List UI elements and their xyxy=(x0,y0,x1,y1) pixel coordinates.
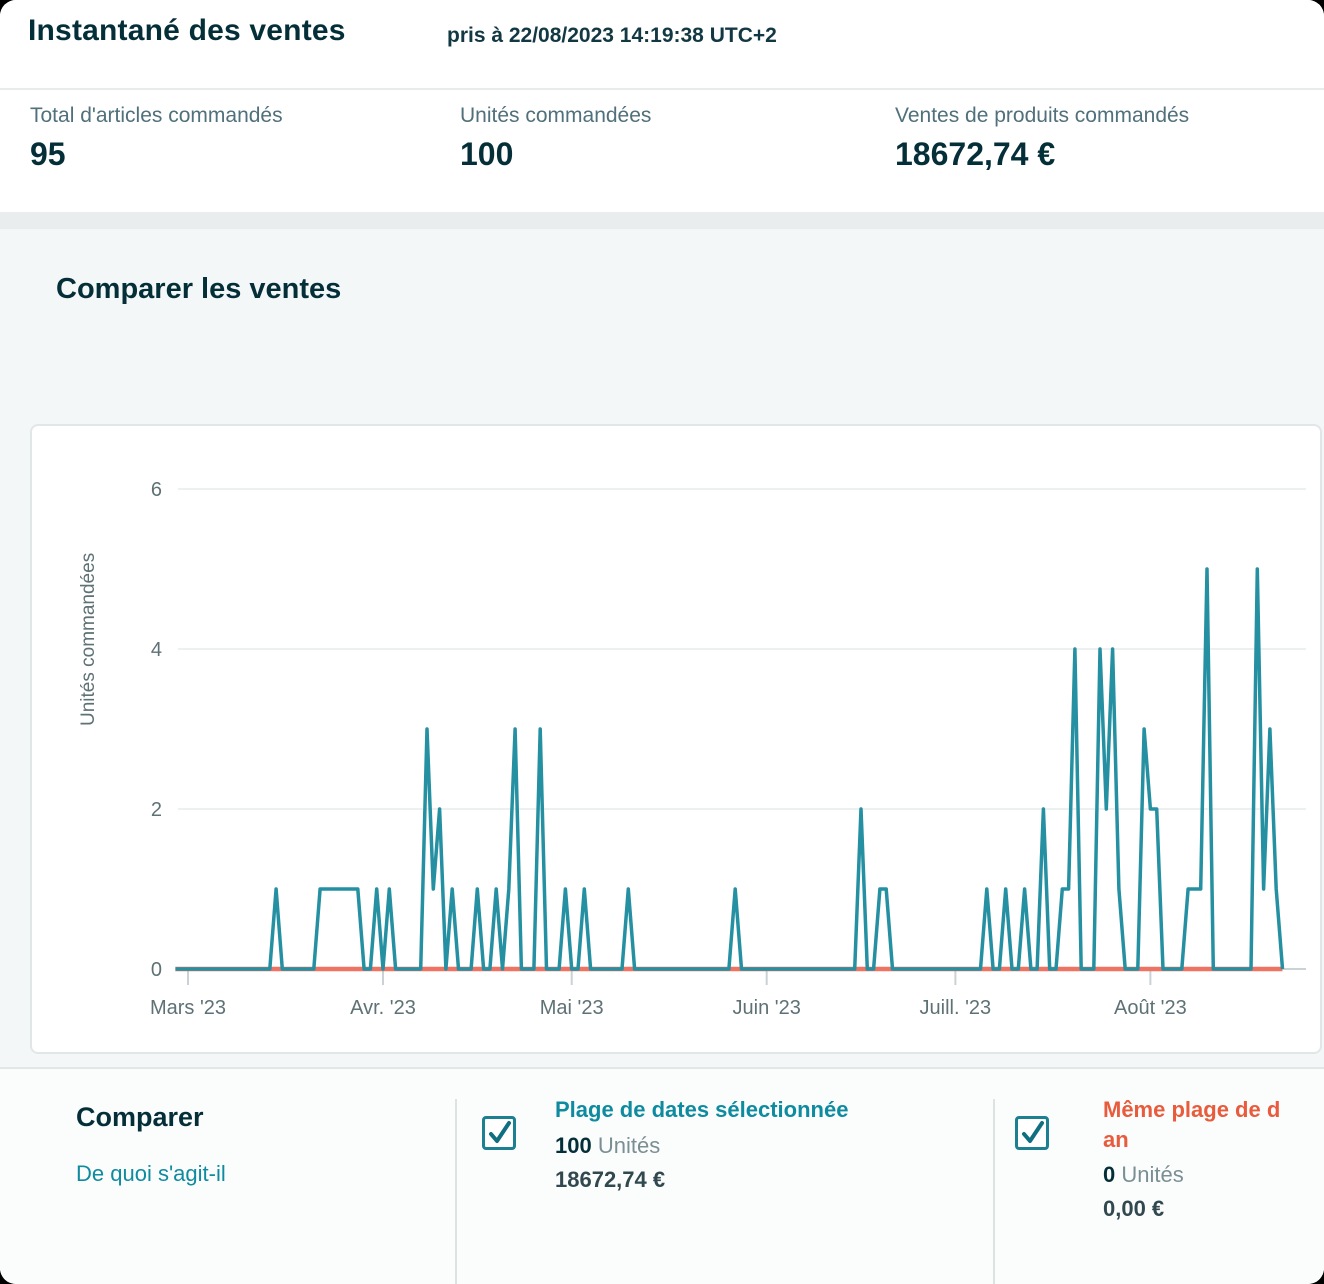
svg-text:Juill. '23: Juill. '23 xyxy=(920,997,992,1019)
stat-units-ordered: Unités commandées 100 xyxy=(460,104,651,173)
snapshot-timestamp: pris à 22/08/2023 14:19:38 UTC+2 xyxy=(447,24,777,47)
what-is-this-link[interactable]: De quoi s'agit-il xyxy=(76,1161,226,1186)
stat-value: 95 xyxy=(30,136,66,172)
selected-range-legend: Plage de dates sélectionnée 100 Unités 1… xyxy=(555,1095,848,1193)
header: Instantané des ventes pris à 22/08/2023 … xyxy=(0,0,1324,90)
svg-text:Mars '23: Mars '23 xyxy=(150,997,226,1019)
previous-year-amount: 0,00 € xyxy=(1103,1196,1165,1222)
stat-label: Total d'articles commandés xyxy=(30,104,283,127)
stat-total-items: Total d'articles commandés 95 xyxy=(30,104,283,173)
stat-label: Ventes de produits commandés xyxy=(895,104,1190,127)
stat-ordered-product-sales: Ventes de produits commandés 18672,74 € xyxy=(895,104,1189,173)
svg-text:Juin '23: Juin '23 xyxy=(733,997,801,1019)
compare-legend-row: Comparer De quoi s'agit-il Plage de date… xyxy=(0,1067,1324,1284)
sales-chart-card: Unités commandées 0 2 4 6 Mars '23 Avr. '23 Ma… xyxy=(30,424,1322,1054)
checkmark-icon xyxy=(489,1121,511,1143)
vertical-divider xyxy=(455,1099,457,1284)
svg-text:0: 0 xyxy=(151,959,162,981)
section-title: Comparer les ventes xyxy=(56,273,342,305)
previous-year-units: 0 Unités xyxy=(1103,1162,1184,1188)
stat-label: Unités commandées xyxy=(460,104,652,127)
checkmark-icon xyxy=(1022,1121,1044,1143)
previous-year-checkbox[interactable] xyxy=(1015,1116,1049,1150)
vertical-divider xyxy=(993,1099,995,1284)
stat-value: 18672,74 € xyxy=(895,136,1056,172)
stats-row: Total d'articles commandés 95 Unités com… xyxy=(0,90,1324,212)
selected-range-checkbox[interactable] xyxy=(482,1116,516,1150)
svg-text:4: 4 xyxy=(151,639,162,661)
svg-text:Août '23: Août '23 xyxy=(1114,997,1187,1019)
selected-range-label: Plage de dates sélectionnée xyxy=(555,1097,849,1122)
previous-year-legend: Même plage de d an 0 Unités 0,00 € xyxy=(1103,1095,1324,1222)
compare-title: Comparer xyxy=(76,1102,204,1132)
previous-year-label: Même plage de d an xyxy=(1103,1097,1281,1152)
svg-text:Avr. '23: Avr. '23 xyxy=(350,997,416,1019)
selected-range-amount: 18672,74 € xyxy=(555,1166,666,1192)
section-separator xyxy=(0,212,1324,229)
selected-range-units: 100 Unités xyxy=(555,1132,661,1158)
svg-text:Mai '23: Mai '23 xyxy=(540,997,604,1019)
sales-chart-svg[interactable]: 0 2 4 6 Mars '23 Avr. '23 Mai '23 Juin '23 Juill… xyxy=(32,426,1320,1052)
stat-value: 100 xyxy=(460,136,514,172)
svg-text:2: 2 xyxy=(151,799,162,821)
svg-text:6: 6 xyxy=(151,479,162,501)
page-title: Instantané des ventes xyxy=(28,14,346,47)
